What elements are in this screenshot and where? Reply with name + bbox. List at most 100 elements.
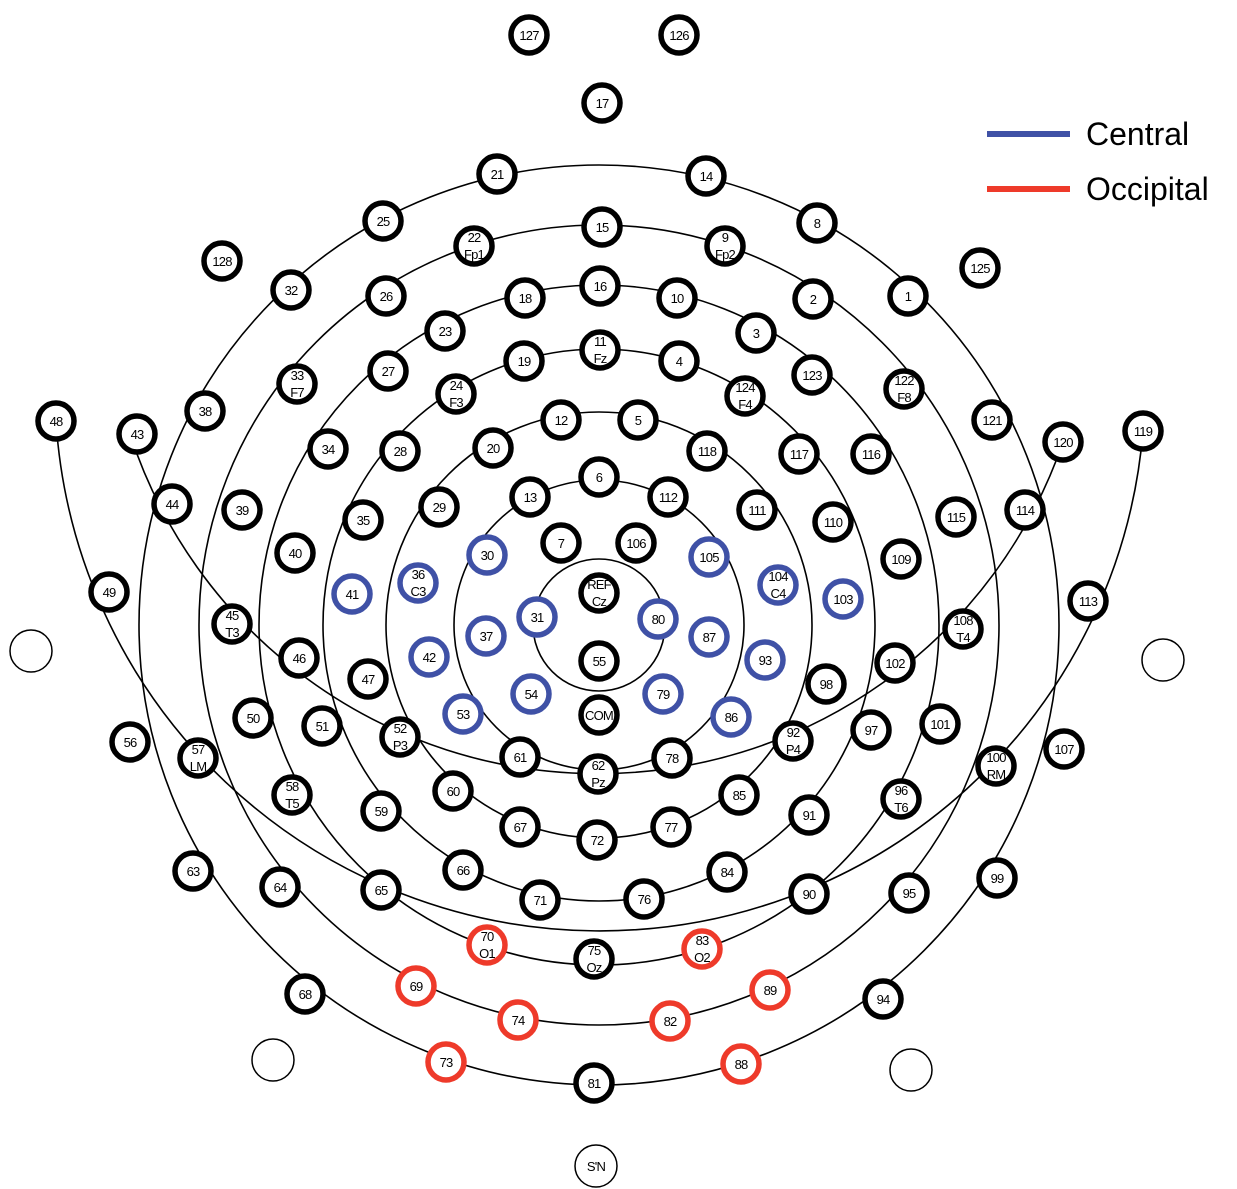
electrode-99: 99 <box>976 857 1018 899</box>
electrode-61: 61 <box>499 736 541 778</box>
electrode-marker <box>749 969 791 1011</box>
open-marker: S'N <box>574 1144 618 1188</box>
electrode-127: 127 <box>508 14 550 56</box>
electrode-marker <box>442 693 484 735</box>
electrode-label: 113 <box>1079 594 1098 609</box>
electrode-marker <box>116 413 158 455</box>
electrode-sublabel: T5 <box>285 796 299 811</box>
electrode-label: 127 <box>519 28 539 43</box>
electrode-marker <box>573 938 615 980</box>
electrode-marker <box>578 456 620 498</box>
electrode-label: 49 <box>103 585 116 600</box>
electrode-label: 106 <box>626 536 646 551</box>
electrode-label: 5 <box>635 413 642 428</box>
electrode-marker <box>1067 580 1109 622</box>
electrode-18: 18 <box>504 277 546 319</box>
electrode-label: 41 <box>346 587 359 602</box>
electrode-label: 104 <box>768 569 788 584</box>
electrode-72: 72 <box>576 819 618 861</box>
electrode-marker <box>617 399 659 441</box>
electrode-label: 70 <box>481 929 494 944</box>
open-marker-circle <box>574 1144 618 1188</box>
electrode-label: 32 <box>285 283 298 298</box>
electrode-label: 67 <box>514 820 527 835</box>
electrode-label: 35 <box>357 513 370 528</box>
electrode-marker <box>883 368 925 410</box>
electrode-marker <box>1122 410 1164 452</box>
electrode-label: 40 <box>289 546 302 561</box>
electrode-ref: REF Cz <box>578 572 620 614</box>
electrode-5: 5 <box>617 399 659 441</box>
electrode-marker <box>642 673 684 715</box>
electrode-66: 66 <box>442 849 484 891</box>
electrode-128: 128 <box>201 240 243 282</box>
electrode-marker <box>757 564 799 606</box>
electrode-41: 41 <box>331 573 373 615</box>
electrode-marker <box>1043 728 1085 770</box>
electrode-marker <box>710 696 752 738</box>
electrode-marker <box>658 14 700 56</box>
electrode-label: 114 <box>1016 503 1035 518</box>
electrode-label: 13 <box>524 490 537 505</box>
electrode-marker <box>880 778 922 820</box>
electrode-label: 94 <box>877 992 890 1007</box>
electrode-label: 116 <box>862 447 881 462</box>
electrode-106: 106 <box>615 522 657 564</box>
electrode-label: 102 <box>885 656 905 671</box>
electrode-label: 28 <box>394 444 407 459</box>
open-marker-circle <box>1141 638 1185 682</box>
electrode-12: 12 <box>540 399 582 441</box>
electrode-label: 95 <box>903 886 916 901</box>
electrode-marker <box>397 562 439 604</box>
electrode-56: 56 <box>109 721 151 763</box>
electrode-marker <box>35 400 77 442</box>
electrode-label: 36 <box>412 567 425 582</box>
electrode-label: 53 <box>457 707 470 722</box>
electrode-marker <box>425 1041 467 1083</box>
electrode-label: 121 <box>982 413 1002 428</box>
electrode-marker <box>342 499 384 541</box>
electrode-label: 111 <box>748 503 766 518</box>
electrode-label: 38 <box>199 404 212 419</box>
ring-5 <box>258 284 940 966</box>
electrode-marker <box>656 277 698 319</box>
electrode-marker <box>221 489 263 531</box>
electrode-78: 78 <box>651 737 693 779</box>
electrode-40: 40 <box>274 532 316 574</box>
electrode-84: 84 <box>706 851 748 893</box>
electrode-sublabel: O1 <box>479 946 495 961</box>
electrode-marker <box>976 857 1018 899</box>
electrode-label: 89 <box>764 983 777 998</box>
electrode-19: 19 <box>503 340 545 382</box>
electrode-label: 99 <box>991 871 1004 886</box>
electrode-label: 87 <box>703 630 716 645</box>
electrode-30: 30 <box>466 534 508 576</box>
electrode-109: 109 <box>880 538 922 580</box>
legend: Central Occipital <box>987 116 1209 207</box>
electrode-label: 103 <box>833 592 853 607</box>
electrode-marker <box>367 350 409 392</box>
electrode-14: 14 <box>685 155 727 197</box>
electrode-sublabel: Cz <box>592 594 607 609</box>
electrode-95: 95 <box>888 872 930 914</box>
electrode-64: 64 <box>259 866 301 908</box>
electrode-label: 19 <box>518 354 531 369</box>
electrode-label: 16 <box>594 279 607 294</box>
electrode-115: 115 <box>935 496 977 538</box>
open-markers: S'N <box>9 629 1185 1188</box>
electrode-marker <box>1004 489 1046 531</box>
electrode-marker <box>578 640 620 682</box>
electrode-76: 76 <box>623 878 665 920</box>
electrode-label: 100 <box>986 750 1006 765</box>
electrode-marker <box>735 312 777 354</box>
electrode-sublabel: F7 <box>290 385 304 400</box>
electrode-label: 12 <box>555 413 568 428</box>
electrode-label: 119 <box>1134 424 1153 439</box>
electrode-38: 38 <box>184 390 226 432</box>
electrode-marker <box>408 636 450 678</box>
electrode-label: 21 <box>491 167 504 182</box>
electrode-8: 8 <box>796 202 838 244</box>
